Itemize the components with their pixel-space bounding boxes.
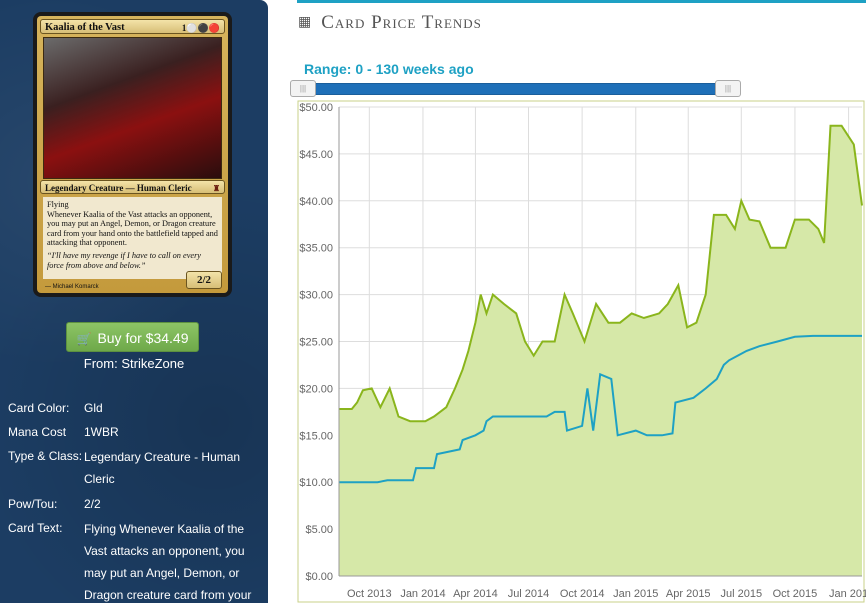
x-tick-label: Jan 201	[829, 588, 866, 600]
x-tick-label: Oct 2014	[560, 588, 605, 600]
y-tick-label: $35.00	[299, 243, 333, 255]
series-retail-line	[339, 124, 863, 423]
range-label: Range: 0 - 130 weeks ago	[304, 61, 474, 77]
y-tick-label: $15.00	[299, 430, 333, 442]
card-power-toughness: 2/2	[186, 271, 222, 289]
attr-row-color: Card Color: Gld	[8, 398, 264, 418]
card-art	[43, 37, 222, 179]
price-chart-svg: $0.00 $5.00 $10.00 $15.00 $20.00 $25.00 $30.00…	[297, 100, 866, 603]
panel-top-border	[297, 0, 866, 3]
x-tick-label: Apr 2015	[666, 588, 711, 600]
x-tick-label: Jan 2015	[613, 588, 658, 600]
attr-label: Type & Class:	[8, 449, 83, 463]
range-slider[interactable]	[300, 83, 738, 95]
attr-row-text: Card Text: Flying Whenever Kaalia of the…	[8, 518, 264, 606]
card-attributes: Card Color: Gld Mana Cost 1WBR Type & Cl…	[8, 398, 264, 610]
y-tick-label: $45.00	[299, 149, 333, 161]
card-rules-ability: Whenever Kaalia of the Vast attacks an o…	[47, 209, 218, 248]
attr-value: Legendary Creature - Human Cleric	[84, 450, 241, 486]
card-artist: — Michael Komarck	[45, 284, 99, 290]
attr-label: Card Text:	[8, 521, 63, 535]
y-tick-label: $25.00	[299, 337, 333, 349]
price-chart: $0.00 $5.00 $10.00 $15.00 $20.00 $25.00 $30.00…	[296, 100, 866, 603]
x-tick-label: Oct 2015	[773, 588, 818, 600]
x-tick-label: Oct 2013	[347, 588, 392, 600]
attr-value: Flying Whenever Kaalia of the Vast attac…	[84, 522, 252, 602]
card-sidebar: Kaalia of the Vast 1⚪⚫🔴 Legendary Creatu…	[0, 0, 268, 603]
y-tick-label: $0.00	[305, 571, 333, 583]
x-tick-label: Jan 2014	[400, 588, 445, 600]
cart-icon: 🛒	[76, 332, 92, 346]
y-tick-label: $50.00	[299, 102, 333, 114]
series-retail-area	[339, 125, 862, 577]
attr-label: Card Color:	[8, 401, 70, 415]
card-flavor-text: “I'll have my revenge if I have to call …	[47, 250, 201, 270]
attr-value: Gld	[84, 401, 103, 415]
x-tick-label: Jul 2014	[508, 588, 550, 600]
attr-value: 1WBR	[84, 425, 119, 439]
attr-row-mana: Mana Cost 1WBR	[8, 422, 264, 442]
attr-label: Pow/Tou:	[8, 497, 58, 511]
mana-symbols: 1⚪⚫🔴	[181, 23, 220, 33]
card-rules-keyword: Flying	[47, 200, 69, 209]
buy-button[interactable]: 🛒 Buy for $34.49	[66, 322, 199, 352]
seller-label: From: StrikeZone	[83, 356, 185, 371]
chart-frame	[297, 100, 865, 603]
calendar-icon: ▦	[298, 15, 313, 30]
attr-row-type: Type & Class: Legendary Creature - Human…	[8, 446, 264, 490]
attr-row-powtou: Pow/Tou: 2/2	[8, 494, 264, 514]
card-image-title: Kaalia of the Vast 1⚪⚫🔴	[40, 19, 225, 34]
y-tick-label: $30.00	[299, 290, 333, 302]
y-tick-label: $5.00	[305, 524, 333, 536]
slider-handle-end[interactable]: |||	[715, 80, 741, 97]
y-tick-label: $20.00	[299, 383, 333, 395]
attr-value: 2/2	[84, 497, 101, 511]
card-image-type: Legendary Creature — Human Cleric ♜	[40, 180, 225, 194]
y-tick-label: $10.00	[299, 477, 333, 489]
card-image: Kaalia of the Vast 1⚪⚫🔴 Legendary Creatu…	[33, 12, 232, 297]
set-symbol-icon: ♜	[212, 184, 220, 193]
slider-handle-start[interactable]: |||	[290, 80, 316, 97]
y-tick-label: $40.00	[299, 196, 333, 208]
card-image-text: Flying Whenever Kaalia of the Vast attac…	[43, 197, 222, 279]
attr-label: Mana Cost	[8, 425, 67, 439]
panel-title: ▦ Card Price Trends	[298, 12, 482, 33]
series-buy-line	[339, 334, 862, 484]
x-tick-label: Jul 2015	[721, 588, 763, 600]
x-tick-label: Apr 2014	[453, 588, 498, 600]
